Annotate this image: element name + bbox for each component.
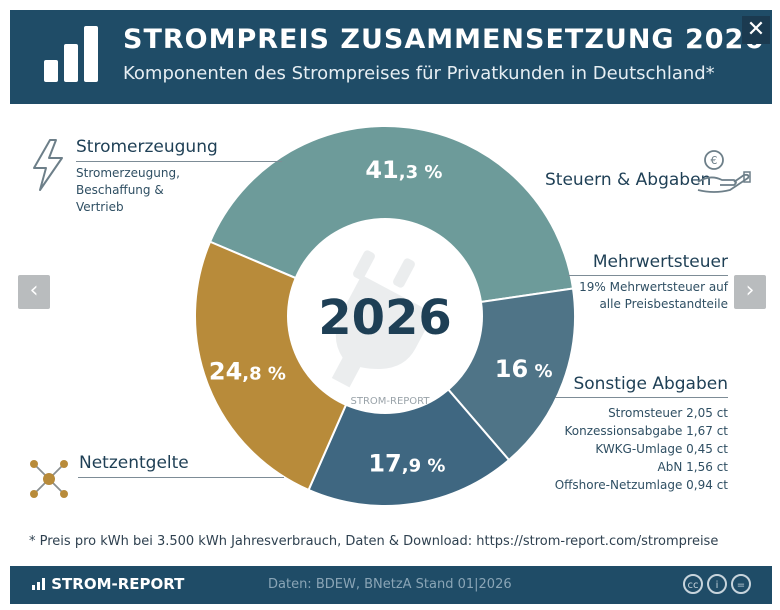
label-stromerzeugung-title: Stromerzeugung [76,137,218,157]
footer-source: Daten: BDEW, BNetzA Stand 01|2026 [268,577,512,592]
chart-watermark: STROM-REPORT [350,396,430,407]
no-derivatives-icon: = [731,574,751,594]
label-stromerzeugung-line [76,161,282,162]
label-netzentgelte-line [78,477,284,478]
footnote: * Preis pro kWh bei 3.500 kWh Jahresverb… [29,534,719,549]
label-netzentgelte-title: Netzentgelte [79,453,189,473]
center-year-label: 2026 [318,290,452,346]
slice-label-mehrwertsteuer: 16 % [495,355,553,383]
network-icon [30,460,68,498]
label-stromerzeugung-desc: Stromerzeugung, Beschaffung & Vertrieb [76,166,180,214]
label-sonstige-desc: Stromsteuer 2,05 ct Konzessionsabgabe 1,… [554,406,728,492]
svg-text:€: € [711,154,718,167]
label-mehrwertsteuer-desc: 19% Mehrwertsteuer auf alle Preisbestand… [579,280,728,311]
lightning-icon [33,139,63,191]
slice-label-netzentgelte: 24,8 % [209,358,286,386]
header-banner: STROMPREIS ZUSAMMENSETZUNG 2026 Komponen… [10,10,772,104]
page-title: STROMPREIS ZUSAMMENSETZUNG 2026 [123,24,765,55]
footer-brand[interactable]: STROM-REPORT [32,575,184,593]
label-steuern-title: Steuern & Abgaben [545,170,712,190]
slice-label-stromerzeugung: 41,3 % [365,156,442,184]
plug-watermark-icon [331,250,435,388]
label-sonstige-line [555,397,728,398]
cc-icon: cc [683,574,703,594]
label-sonstige-title: Sonstige Abgaben [573,374,728,394]
page-subtitle: Komponenten des Strompreises für Privatk… [123,63,715,84]
bar-chart-logo-icon [44,26,98,82]
hand-coin-icon: € [697,150,751,193]
label-mehrwertsteuer-line [568,275,728,276]
donut-hole [287,218,483,414]
attribution-icon: i [707,574,727,594]
label-mehrwertsteuer-title: Mehrwertsteuer [592,252,728,272]
footer-bar: STROM-REPORT Daten: BDEW, BNetzA Stand 0… [10,566,772,604]
prev-slide-button[interactable]: ‹ [18,275,50,309]
slice-label-sonstige-abgaben: 17,9 % [368,449,445,477]
close-button[interactable]: ✕ [742,16,770,44]
next-slide-button[interactable]: › [734,275,766,309]
brand-bars-icon [32,578,45,590]
